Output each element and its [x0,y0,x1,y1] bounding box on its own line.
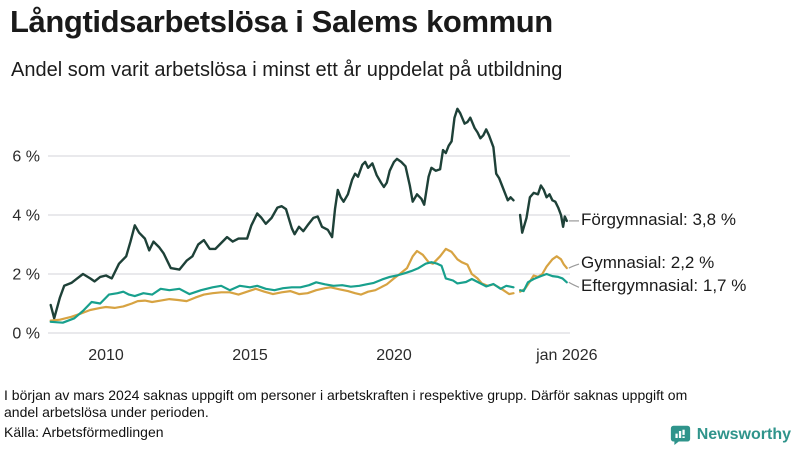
x-tick-label: 2020 [376,347,412,364]
series-label-eftergymnasial: Eftergymnasial: 1,7 % [581,276,747,296]
footnote-line-2: andel arbetslösa under perioden. [4,404,209,420]
label-connector-eftergymnasial [568,281,580,288]
newsworthy-logo-text: Newsworthy [696,425,791,443]
y-tick-label: 6 % [12,149,40,166]
series-path-gymnasial [49,247,515,322]
series-path-gymnasial [519,255,568,293]
series-path-forgymnasial [49,107,515,320]
series-path-forgymnasial [518,184,568,234]
x-tick-label: 2015 [232,347,268,364]
series-label-gymnasial: Gymnasial: 2,2 % [581,253,715,273]
axis-labels: 0 % 2 % 4 % 6 % 2010 2015 2020 jan 2026 [12,149,597,365]
y-tick-label: 0 % [12,326,40,343]
footnote-line-1: I början av mars 2024 saknas uppgift om … [4,387,688,403]
chart-title: Långtidsarbetslösa i Salems kommun [10,4,553,39]
newsworthy-icon [670,425,690,445]
y-tick-label: 2 % [12,267,40,284]
chart-subtitle: Andel som varit arbetslösa i minst ett å… [11,59,563,81]
series-path-eftergymnasial [519,272,568,293]
label-connector-gymnasial [568,263,580,269]
source-label: Källa: Arbetsförmedlingen [4,424,164,440]
series-path-eftergymnasial [49,261,515,324]
footnote: I början av mars 2024 saknas uppgift om … [4,387,687,421]
series-label-forgymnasial: Förgymnasial: 3,8 % [581,209,736,229]
newsworthy-logo[interactable]: Newsworthy [670,424,791,445]
x-tick-label: 2010 [88,347,124,364]
y-tick-label: 4 % [12,208,40,225]
label-connectors [568,220,580,288]
series-lines [49,107,568,324]
x-tick-label: jan 2026 [535,347,597,364]
gridlines [48,155,570,334]
